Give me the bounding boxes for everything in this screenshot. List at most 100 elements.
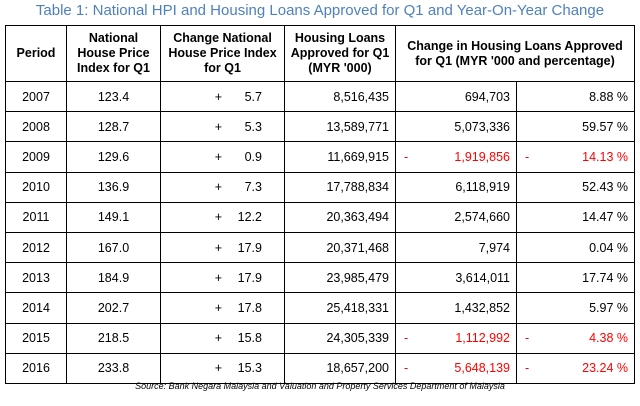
table-title: Table 1: National HPI and Housing Loans … <box>35 2 605 19</box>
loans-change-cell: 5,073,336 <box>395 111 517 143</box>
table-row: 2013 184.9 +17.9 23,985,479 3,614,011 17.74 % <box>5 262 636 294</box>
table-row: 2011 149.1 +12.2 20,363,494 2,574,660 14.47 % <box>5 201 636 233</box>
hpi-change-sign: + <box>214 331 222 346</box>
source-note: Source: Bank Negara Malaysia and Valuati… <box>135 381 505 391</box>
loans-change-cell: 2,574,660 <box>395 201 517 233</box>
pct-change-value: 4.38 % <box>589 331 629 346</box>
hpi-change-cell: +17.8 <box>160 292 285 324</box>
pct-change-cell: - 4.38 % <box>515 322 636 354</box>
pct-change-value: 17.74 % <box>582 270 629 285</box>
loans-change-cell: - 1,919,856 <box>395 141 517 173</box>
pct-change-value: 59.57 % <box>582 119 629 134</box>
hpi-cell: 184.9 <box>66 262 161 294</box>
loans-cell: 11,669,915 <box>284 141 396 173</box>
hpi-change-cell: +5.7 <box>160 80 285 113</box>
pct-change-cell: - 23.24 % <box>515 352 636 384</box>
hpi-change-value: 0.9 <box>244 149 262 164</box>
pct-change-cell: 52.43 % <box>515 171 636 203</box>
pct-change-cell: 0.04 % <box>515 231 636 264</box>
table-row: 2015 218.5 +15.8 24,305,339-1,112,992-4.38 … <box>5 322 636 354</box>
pct-change-cell: 8.88 % <box>515 80 636 113</box>
table-header-row: Period National House Price Index for Q1… <box>5 25 636 82</box>
period-cell: 2010 <box>5 171 67 203</box>
table-row: 2008 128.7 +5.3 13,589,771 5,073,336 59.57 % <box>5 111 636 143</box>
period-cell: 2011 <box>5 201 67 233</box>
loans-change-value: 7,974 <box>478 240 510 255</box>
hpi-cell: 129.6 <box>66 141 161 173</box>
pct-change-cell: 59.57 % <box>515 111 636 143</box>
hpi-cell: 202.7 <box>66 292 161 324</box>
loans-change-cell: 6,118,919 <box>395 171 517 203</box>
hpi-change-cell: +5.3 <box>160 111 285 143</box>
hpi-change-sign: + <box>214 361 222 376</box>
hpi-change-sign: + <box>214 210 222 225</box>
pct-change-value: 5.97 % <box>589 300 629 315</box>
period-cell: 2012 <box>5 231 67 264</box>
hpi-change-value: 17.8 <box>237 300 262 315</box>
table-row: 2010 136.9 +7.3 17,788,834 6,118,919 52.43 % <box>5 171 636 203</box>
pct-change-value: 0.04 % <box>589 240 629 255</box>
loans-change-value: 5,648,139 <box>454 361 510 376</box>
hpi-change-cell: +0.9 <box>160 141 285 173</box>
loans-change-value: 1,919,856 <box>454 149 510 164</box>
header-hpi-change: Change National House Price Index for Q1 <box>160 25 285 82</box>
period-cell: 2015 <box>5 322 67 354</box>
hpi-change-cell: +17.9 <box>160 262 285 294</box>
hpi-change-value: 17.9 <box>237 270 262 285</box>
loans-change-value: 6,118,919 <box>455 180 510 195</box>
loans-change-cell: - 5,648,139 <box>395 352 517 384</box>
loans-change-value: 3,614,011 <box>455 270 510 285</box>
pct-change-cell: 5.97 % <box>515 292 636 324</box>
negative-sign: - <box>404 149 409 164</box>
hpi-cell: 167.0 <box>66 231 161 264</box>
loans-cell: 17,788,834 <box>284 171 396 203</box>
hpi-change-cell: +7.3 <box>160 171 285 203</box>
loans-cell: 13,589,771 <box>284 111 396 143</box>
hpi-change-value: 12.2 <box>237 210 262 225</box>
hpi-change-sign: + <box>214 270 222 285</box>
negative-sign: - <box>525 331 530 346</box>
header-hpi: National House Price Index for Q1 <box>66 25 161 82</box>
pct-change-cell: - 14.13 % <box>515 141 636 173</box>
loans-change-cell: 3,614,011 <box>395 262 517 294</box>
hpi-cell: 123.4 <box>66 80 161 113</box>
header-period: Period <box>5 25 67 82</box>
period-cell: 2008 <box>5 111 67 143</box>
table-body: 2007 123.4 +5.7 8,516,435 694,703 8.88 % 2008 1… <box>5 80 636 384</box>
hpi-cell: 149.1 <box>66 201 161 233</box>
table-row: 2009 129.6 +0.9 11,669,915-1,919,856-14.13 … <box>5 141 636 173</box>
loans-change-cell: - 1,112,992 <box>395 322 517 354</box>
header-loans-change: Change in Housing Loans Approved for Q1 … <box>394 25 636 82</box>
table-row: 2012 167.0 +17.9 20,371,468 7,974 0.04 % <box>5 231 636 264</box>
hpi-change-sign: + <box>214 180 222 195</box>
loans-change-value: 2,574,660 <box>454 210 510 225</box>
loans-cell: 25,418,331 <box>284 292 396 324</box>
hpi-change-sign: + <box>214 240 222 255</box>
hpi-change-value: 5.3 <box>244 119 262 134</box>
pct-change-value: 23.24 % <box>582 361 629 376</box>
loans-cell: 18,657,200 <box>284 352 396 384</box>
hpi-change-value: 15.8 <box>237 331 262 346</box>
hpi-change-value: 17.9 <box>237 240 262 255</box>
period-cell: 2007 <box>5 80 67 113</box>
hpi-change-value: 5.7 <box>244 89 262 104</box>
loans-change-cell: 7,974 <box>395 231 517 264</box>
loans-change-value: 1,112,992 <box>455 331 510 346</box>
negative-sign: - <box>525 149 530 164</box>
hpi-change-cell: +12.2 <box>160 201 285 233</box>
period-cell: 2014 <box>5 292 67 324</box>
loans-change-cell: 694,703 <box>395 80 517 113</box>
hpi-change-sign: + <box>214 149 222 164</box>
loans-change-value: 694,703 <box>464 89 510 104</box>
hpi-table: Period National House Price Index for Q1… <box>5 25 636 384</box>
header-loans: Housing Loans Approved for Q1 (MYR '000) <box>284 25 396 82</box>
loans-change-value: 1,432,852 <box>454 300 510 315</box>
pct-change-value: 14.13 % <box>582 149 629 164</box>
table-row: 2016 233.8 +15.3 18,657,200-5,648,139-23.24… <box>5 352 636 384</box>
pct-change-value: 14.47 % <box>582 210 629 225</box>
loans-cell: 8,516,435 <box>284 80 396 113</box>
hpi-change-sign: + <box>214 300 222 315</box>
hpi-change-cell: +17.9 <box>160 231 285 264</box>
pct-change-value: 52.43 % <box>582 180 629 195</box>
